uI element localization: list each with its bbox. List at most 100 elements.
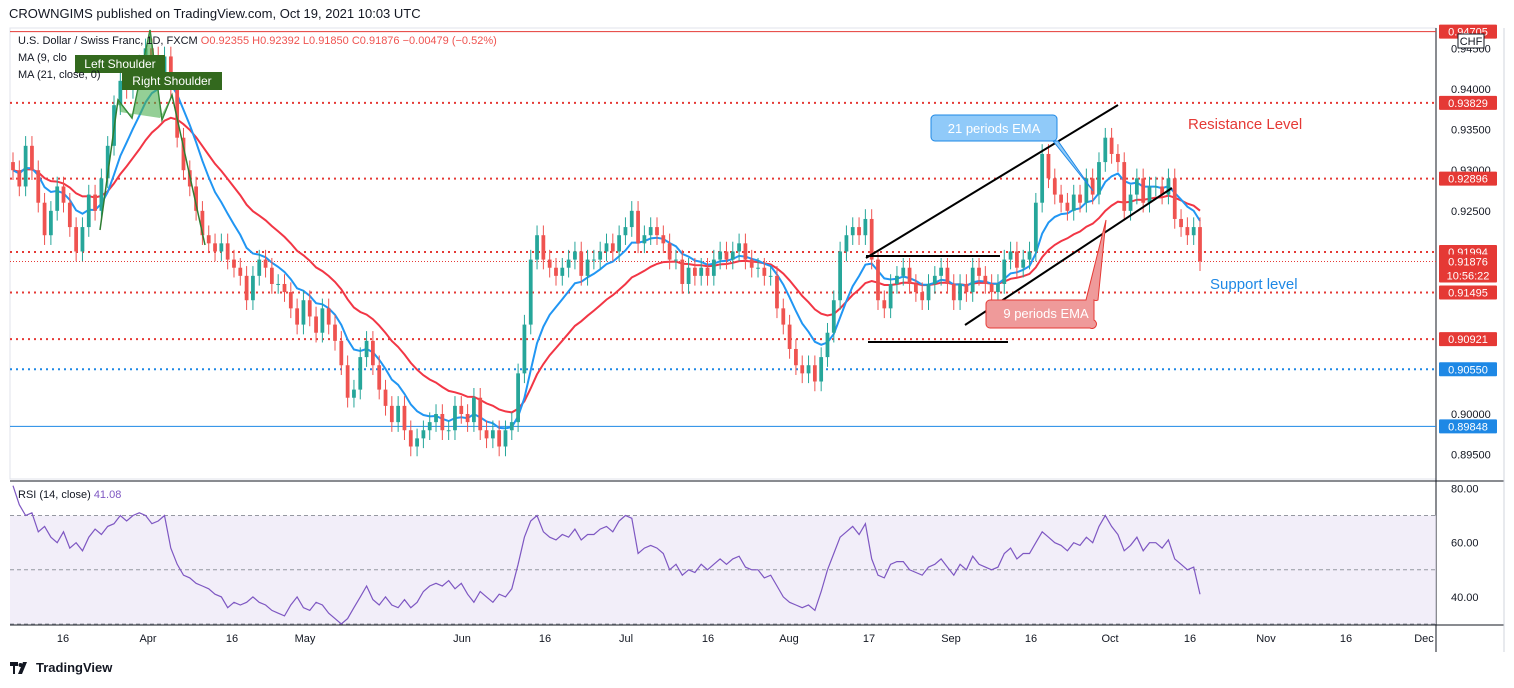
- ma9-line: [12, 81, 1201, 430]
- rsi-line: [12, 485, 1201, 625]
- time-tick-label: Jun: [453, 633, 471, 645]
- level-tag-0.89848: [1439, 419, 1497, 434]
- candle-body: [857, 227, 861, 236]
- tradingview-footer[interactable]: TradingView: [10, 660, 112, 675]
- left-shoulder-label: Left Shoulder: [84, 57, 155, 71]
- candle-body: [749, 259, 754, 268]
- candle-body: [977, 267, 981, 276]
- candle-body: [958, 283, 962, 301]
- candle-body: [497, 430, 502, 447]
- candle-body: [1027, 251, 1032, 260]
- candle-body: [762, 267, 767, 276]
- currency-tag: [1457, 33, 1485, 49]
- candle-body: [598, 251, 603, 260]
- candle-body: [194, 186, 198, 211]
- candle-body: [604, 243, 609, 252]
- candle-body: [175, 88, 180, 138]
- candle-body: [1160, 186, 1165, 195]
- candle-body: [781, 308, 786, 325]
- currency-label: CHF: [1460, 36, 1483, 48]
- candle-body: [920, 292, 925, 301]
- candle-body: [1059, 194, 1063, 203]
- candle-body: [23, 145, 28, 187]
- rsi-label: RSI (14, close): [18, 489, 91, 501]
- tradingview-brand: TradingView: [36, 660, 113, 675]
- candle-body: [118, 80, 123, 106]
- time-tick-label: Nov: [1256, 633, 1276, 645]
- countdown-timer: 10:56:22: [1447, 271, 1490, 283]
- candle-body: [838, 251, 842, 301]
- candle-body: [345, 365, 350, 398]
- candle-body: [105, 145, 110, 179]
- candle-body: [371, 340, 375, 366]
- candle-body: [282, 283, 287, 293]
- level-tag-0.93829: [1439, 95, 1497, 110]
- candle-body: [939, 267, 944, 276]
- rsi-legend: RSI (14, close) 41.08: [18, 489, 121, 501]
- support-label: Support level: [1210, 276, 1298, 293]
- candle-body: [1116, 153, 1120, 163]
- candle-body: [453, 405, 457, 431]
- candle-body: [913, 283, 918, 293]
- candle-body: [352, 389, 356, 398]
- candle-body: [636, 210, 640, 244]
- ohlc-values: O0.92355 H0.92392 L0.91850 C0.91876 −0.0…: [200, 35, 497, 47]
- candle-body: [434, 413, 438, 423]
- candle-body: [1021, 259, 1026, 268]
- candle-body: [1008, 251, 1013, 260]
- candle-body: [484, 430, 489, 439]
- candle-body: [800, 365, 805, 374]
- candle-body: [655, 227, 659, 236]
- level-value: 0.93829: [1448, 98, 1488, 110]
- candle-body: [402, 405, 407, 431]
- candle-body: [737, 243, 741, 252]
- candle-body: [1179, 218, 1183, 228]
- candle-body: [869, 218, 874, 260]
- candle-body: [1122, 162, 1127, 211]
- candle-body: [93, 194, 97, 211]
- level-value: 0.90550: [1448, 364, 1488, 376]
- candle-body: [1128, 194, 1133, 211]
- candle-body: [610, 243, 615, 252]
- candle-body: [257, 259, 262, 276]
- price-pane-frame: [9, 27, 1437, 480]
- candle-body: [806, 365, 811, 374]
- level-tag-0.91495: [1439, 285, 1497, 300]
- ma9-label: MA (9, clo: [18, 52, 67, 64]
- time-tick-label: 16: [539, 633, 551, 645]
- candle-body: [629, 210, 634, 228]
- candle-body: [1015, 251, 1019, 268]
- candle-body: [718, 251, 723, 260]
- candle-body: [825, 332, 830, 358]
- time-tick-label: 16: [1025, 633, 1037, 645]
- candle-body: [844, 235, 849, 252]
- candle-body: [472, 397, 476, 423]
- candle-body: [775, 275, 779, 309]
- candle-body: [579, 251, 584, 276]
- rsi-tick-label: 80.00: [1451, 483, 1479, 495]
- candle-body: [591, 259, 596, 261]
- candle-body: [554, 267, 558, 276]
- time-tick-label: 17: [863, 633, 875, 645]
- publication-header: CROWNGIMS published on TradingView.com, …: [9, 6, 421, 21]
- candle-body: [1153, 186, 1158, 188]
- candle-body: [225, 243, 230, 260]
- candle-body: [30, 145, 34, 171]
- time-tick-label: Oct: [1101, 633, 1118, 645]
- candle-body: [996, 283, 1000, 293]
- candle-body: [421, 430, 426, 439]
- candle-body: [743, 243, 748, 260]
- ma21-label: MA (21, close, 0): [18, 69, 101, 81]
- time-tick-label: 16: [1184, 633, 1196, 645]
- candle-body: [490, 430, 495, 439]
- candle-body: [1134, 178, 1139, 195]
- candle-body: [850, 227, 855, 236]
- right-shoulder-tag: [122, 72, 222, 90]
- candle-body: [667, 243, 672, 260]
- candle-body: [263, 259, 268, 268]
- candle-body: [642, 235, 647, 244]
- candle-body: [55, 186, 60, 211]
- price-chart[interactable]: 0.945000.940000.935000.930000.925000.900…: [0, 0, 1514, 656]
- candle-body: [206, 235, 211, 244]
- candle-body: [926, 283, 931, 301]
